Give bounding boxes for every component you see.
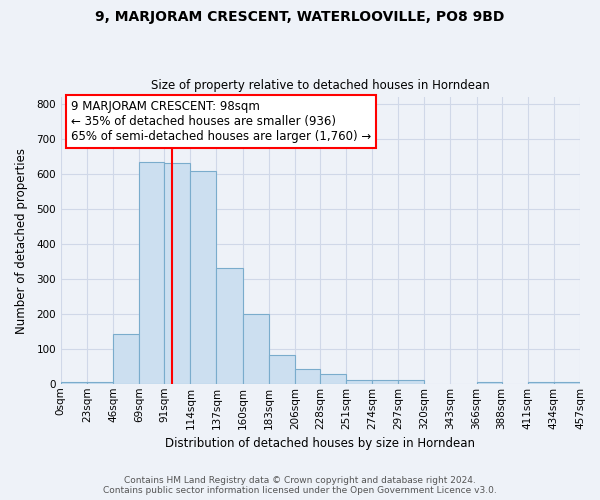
Text: 9, MARJORAM CRESCENT, WATERLOOVILLE, PO8 9BD: 9, MARJORAM CRESCENT, WATERLOOVILLE, PO8… — [95, 10, 505, 24]
Bar — [295, 368, 320, 384]
Bar — [346, 380, 372, 384]
X-axis label: Distribution of detached houses by size in Horndean: Distribution of detached houses by size … — [166, 437, 475, 450]
Bar — [398, 380, 424, 384]
Bar — [242, 314, 269, 384]
Y-axis label: Number of detached properties: Number of detached properties — [15, 148, 28, 334]
Bar — [164, 162, 190, 384]
Text: Contains HM Land Registry data © Crown copyright and database right 2024.
Contai: Contains HM Land Registry data © Crown c… — [103, 476, 497, 495]
Text: 9 MARJORAM CRESCENT: 98sqm
← 35% of detached houses are smaller (936)
65% of sem: 9 MARJORAM CRESCENT: 98sqm ← 35% of deta… — [71, 100, 371, 143]
Bar — [113, 334, 139, 384]
Bar — [320, 374, 346, 384]
Bar — [61, 382, 87, 384]
Bar — [476, 382, 502, 384]
Bar — [190, 172, 217, 384]
Bar — [372, 380, 398, 384]
Bar — [217, 268, 242, 384]
Bar — [528, 382, 554, 384]
Bar — [269, 355, 295, 384]
Bar — [139, 162, 164, 384]
Bar — [554, 382, 580, 384]
Title: Size of property relative to detached houses in Horndean: Size of property relative to detached ho… — [151, 79, 490, 92]
Bar — [87, 382, 113, 384]
